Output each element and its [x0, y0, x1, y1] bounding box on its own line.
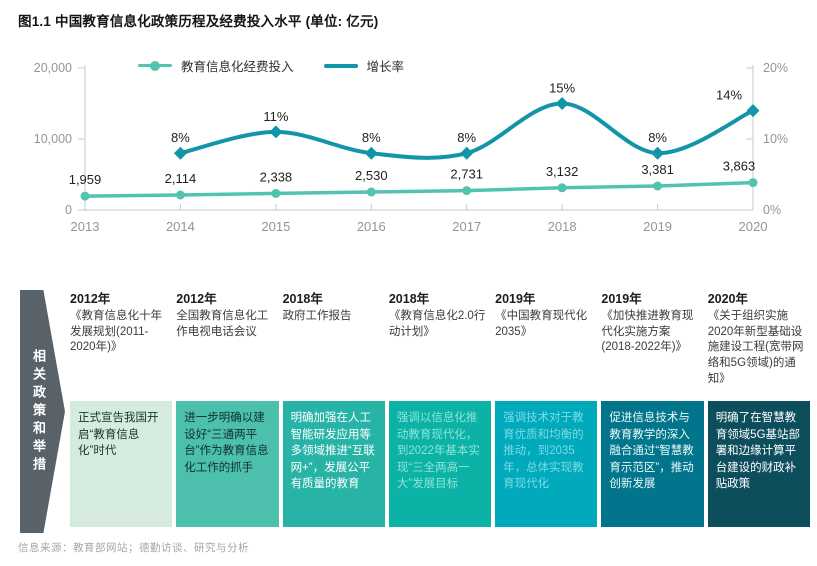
timeline-item: 2019年《中国教育现代化2035》强调技术对于教育优质和均衡的推动，到2035… — [495, 288, 598, 533]
policy-note-box: 明确了在智慧教育领域5G基站部署和边缘计算平台建设的财政补贴政策 — [707, 401, 810, 527]
circle-marker — [462, 186, 472, 196]
data-point-label: 2,530 — [355, 168, 388, 183]
data-point-label: 8% — [171, 130, 190, 145]
data-point-label: 2,114 — [165, 171, 197, 186]
data-point-label: 2,338 — [260, 169, 293, 184]
policy-title: 《中国教育现代化2035》 — [495, 310, 588, 338]
circle-marker — [748, 178, 758, 188]
right-axis-tick-label: 0% — [763, 203, 781, 217]
circle-marker — [557, 183, 567, 193]
legend-label-growth: 增长率 — [366, 60, 405, 74]
investment-line-icon — [138, 60, 172, 71]
data-point-label: 8% — [457, 130, 476, 145]
policy-year: 2019年 — [601, 292, 642, 306]
policy-title: 《关于组织实施2020年新型基础设施建设工程(宽带网络和5G领域)的通知》 — [707, 310, 804, 385]
x-axis-year-label: 2019 — [643, 219, 672, 234]
investment-line — [83, 180, 755, 198]
diamond-marker — [746, 104, 760, 118]
policy-banner-label: 相关政策和举措 — [31, 348, 46, 475]
policy-banner-arrow: 相关政策和举措 — [20, 290, 65, 533]
right-axis-tick-label: 20% — [763, 61, 788, 75]
policy-title: 全国教育信息化工作电视电话会议 — [176, 310, 269, 338]
x-axis-year-label: 2015 — [261, 219, 290, 234]
data-point-label: 8% — [648, 130, 667, 145]
x-axis-year-label: 2016 — [357, 219, 386, 234]
timeline-item: 2012年全国教育信息化工作电视电话会议进一步明确以建设好“三通两平台”作为教育… — [176, 288, 279, 533]
data-point-label: 14% — [716, 88, 742, 103]
legend-label-investment: 教育信息化经费投入 — [181, 60, 294, 74]
policy-note-box: 促进信息技术与教育教学的深入融合通过“智慧教育示范区”，推动创新发展 — [601, 401, 704, 527]
policy-note-box: 强调技术对于教育优质和均衡的推动，到2035年，总体实现教育现代化 — [495, 401, 598, 527]
legend-item-investment: 教育信息化经费投入 — [138, 56, 294, 75]
data-point-label: 15% — [549, 81, 575, 96]
circle-marker — [271, 188, 281, 198]
policy-year: 2018年 — [388, 292, 430, 306]
dual-axis-line-chart: 20,000 10,000 0 20% 10% 0% 2013 2014 2015 2016 201… — [34, 61, 788, 234]
circle-marker — [366, 187, 376, 197]
policy-year: 2018年 — [282, 292, 323, 306]
circle-marker — [653, 181, 663, 191]
x-axis-year-label: 2013 — [71, 219, 100, 234]
policy-note-box: 强调以信息化推动教育现代化，到2022年基本实现“三全两高一大”发展目标 — [388, 401, 492, 527]
x-axis-year-label: 2020 — [739, 219, 768, 234]
diamond-marker — [364, 146, 378, 160]
circle-marker-icon — [150, 60, 160, 71]
policy-year: 2020年 — [707, 292, 748, 306]
diamond-marker — [555, 97, 569, 110]
policy-note-box: 进一步明确以建设好“三通两平台”作为教育信息化工作的抓手 — [176, 401, 279, 527]
diamond-marker — [173, 146, 187, 160]
data-point-label: 8% — [362, 130, 381, 145]
diamond-marker — [460, 146, 474, 160]
source-note: 信息来源：教育部网站；德勤访谈、研究与分析 — [18, 542, 249, 554]
data-point-label: 3,132 — [546, 164, 579, 179]
left-axis-tick-label: 10,000 — [34, 132, 72, 146]
policy-note-box: 正式宣告我国开启“教育信息化”时代 — [70, 401, 173, 527]
x-axis-year-label: 2014 — [166, 219, 195, 234]
data-point-label: 3,381 — [641, 162, 674, 177]
left-axis-tick-label: 20,000 — [34, 61, 72, 75]
chart-legend: 教育信息化经费投入 增长率 — [138, 56, 404, 75]
policy-title: 《教育信息化2.0行动计划》 — [388, 310, 486, 338]
policy-title: 《教育信息化十年发展规划(2011-2020年)》 — [70, 310, 162, 354]
data-point-label: 1,959 — [69, 172, 102, 187]
data-point-label: 11% — [263, 109, 288, 124]
timeline-item: 2018年《教育信息化2.0行动计划》强调以信息化推动教育现代化，到2022年基… — [388, 288, 492, 533]
policy-timeline: 2012年 《教育信息化十年发展规划(2011-2020年)》 正式宣告我国开启“教… — [70, 288, 810, 533]
circle-marker — [175, 190, 185, 200]
growth-line-icon — [323, 63, 358, 68]
policy-year: 2012年 — [70, 292, 111, 306]
data-point-label: 3,863 — [723, 159, 756, 174]
data-point-label: 2,731 — [450, 167, 483, 182]
x-axis-year-label: 2017 — [452, 219, 481, 234]
timeline-item: 2020年《关于组织实施2020年新型基础设施建设工程(宽带网络和5G领域)的通… — [707, 288, 810, 533]
left-axis-tick-label: 0 — [65, 203, 72, 217]
policy-title: 《加快推进教育现代化实施方案 (2018-2022年)》 — [601, 310, 694, 354]
diamond-marker — [651, 146, 665, 160]
circle-marker — [80, 191, 90, 201]
timeline-item: 2012年《教育信息化十年发展规划(2011-2020年)》正式宣告我国开启“教… — [70, 288, 173, 533]
timeline-item: 2019年《加快推进教育现代化实施方案 (2018-2022年)》促进信息技术与… — [601, 288, 704, 533]
policy-year: 2012年 — [176, 292, 217, 306]
policy-year: 2019年 — [495, 292, 536, 306]
policy-note-box: 明确加强在人工智能研发应用等多领域推进“互联网+”，发展公平有质量的教育 — [282, 401, 385, 527]
legend-item-growth: 增长率 — [323, 56, 405, 75]
policy-title: 政府工作报告 — [282, 310, 352, 322]
x-axis-year-label: 2018 — [548, 219, 577, 234]
figure-title: 图1.1 中国教育信息化政策历程及经费投入水平 (单位: 亿元) — [18, 14, 379, 29]
right-axis-tick-label: 10% — [763, 132, 788, 146]
timeline-item: 2018年政府工作报告明确加强在人工智能研发应用等多领域推进“互联网+”，发展公… — [282, 288, 385, 533]
diamond-marker — [269, 125, 283, 139]
